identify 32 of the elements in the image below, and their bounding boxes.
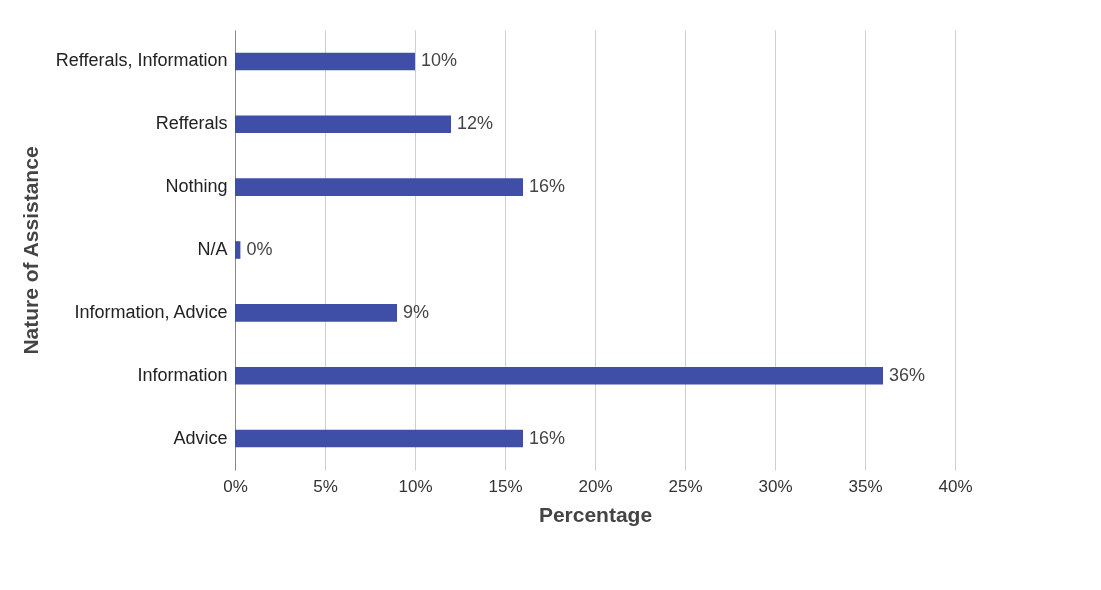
data-label: 16% bbox=[529, 427, 566, 448]
data-label: 10% bbox=[421, 50, 458, 71]
bar bbox=[235, 115, 451, 134]
x-tick-label: 40% bbox=[938, 476, 973, 496]
data-label: 12% bbox=[457, 113, 494, 134]
bar bbox=[235, 429, 523, 448]
x-tick-label: 35% bbox=[848, 476, 883, 496]
x-tick-label: 10% bbox=[398, 476, 433, 496]
y-tick-label: N/A bbox=[197, 239, 228, 259]
data-label: 9% bbox=[403, 301, 430, 322]
x-tick-label: 20% bbox=[578, 476, 613, 496]
y-tick-label: Information bbox=[137, 364, 228, 385]
data-label: 16% bbox=[529, 176, 566, 197]
data-label: 0% bbox=[246, 239, 273, 259]
bar bbox=[235, 52, 415, 71]
bar bbox=[235, 304, 397, 322]
y-tick-label: Refferals bbox=[155, 113, 228, 134]
y-axis-title: Nature of Assistance bbox=[18, 146, 42, 355]
y-tick-label: Information, Advice bbox=[74, 301, 228, 322]
x-tick-label: 30% bbox=[758, 476, 793, 496]
bar bbox=[235, 241, 241, 259]
x-tick-label: 5% bbox=[313, 476, 338, 496]
x-axis-title: Percentage bbox=[538, 502, 653, 526]
data-label: 36% bbox=[889, 364, 926, 385]
x-tick-label: 0% bbox=[223, 476, 248, 496]
y-tick-label: Refferals, Information bbox=[55, 50, 228, 71]
bar bbox=[235, 178, 523, 196]
x-tick-label: 15% bbox=[488, 476, 523, 496]
bar bbox=[235, 366, 883, 385]
y-tick-label: Advice bbox=[173, 427, 228, 448]
y-tick-label: Nothing bbox=[165, 176, 228, 197]
x-tick-label: 25% bbox=[668, 476, 703, 496]
